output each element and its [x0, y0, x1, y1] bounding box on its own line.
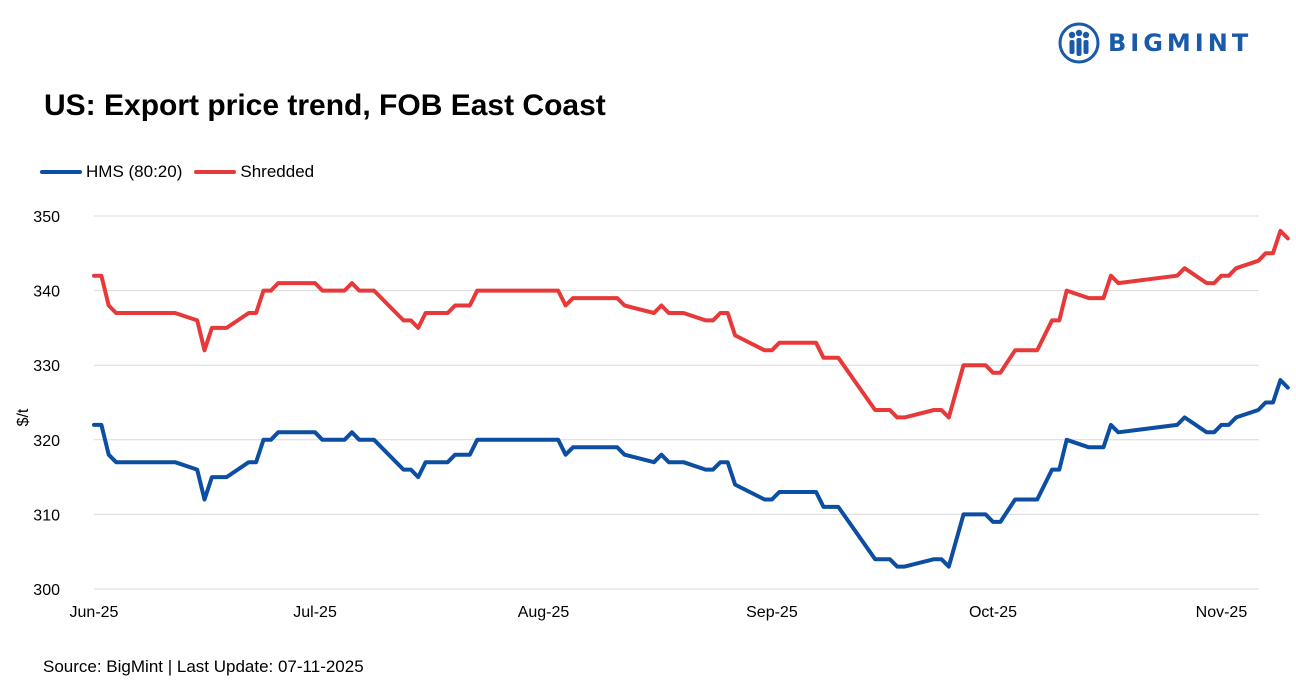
x-tick-label: Jun-25	[70, 604, 119, 621]
legend-label-hms: HMS (80:20)	[86, 162, 183, 181]
y-tick-label: 330	[33, 358, 60, 375]
chart-legend: HMS (80:20) Shredded	[40, 161, 326, 183]
line-chart: 300 310 320 330 340 350 $/t Jun-25 Jul-25 Aug-25 S…	[15, 209, 1290, 621]
y-tick-label: 340	[33, 284, 60, 301]
x-tick-label: Nov-25	[1196, 604, 1248, 621]
x-tick-label: Jul-25	[293, 604, 337, 621]
y-tick-label: 320	[33, 433, 60, 450]
bigmint-logo: BIGMINT	[1058, 20, 1273, 66]
x-tick-label: Sep-25	[746, 604, 798, 621]
x-tick-label: Oct-25	[969, 604, 1017, 621]
series-line-hms	[92, 378, 1290, 569]
y-tick-label: 310	[33, 507, 60, 524]
legend-item-hms: HMS (80:20)	[40, 162, 182, 182]
legend-swatch-shredded	[194, 170, 237, 174]
brand-name: BIGMINT	[1108, 29, 1253, 57]
y-axis-label: $/t	[15, 408, 32, 426]
y-tick-label: 350	[33, 209, 60, 226]
bigmint-logo-icon	[1058, 22, 1100, 64]
legend-item-shredded: Shredded	[194, 162, 314, 182]
legend-swatch-hms	[40, 170, 82, 174]
source-note: Source: BigMint | Last Update: 07-11-202…	[43, 657, 364, 676]
series-line-shredded	[92, 228, 1290, 420]
legend-label-shredded: Shredded	[240, 162, 315, 181]
chart-title: US: Export price trend, FOB East Coast	[44, 89, 606, 122]
x-tick-label: Aug-25	[518, 604, 570, 621]
y-tick-label: 300	[33, 582, 60, 599]
